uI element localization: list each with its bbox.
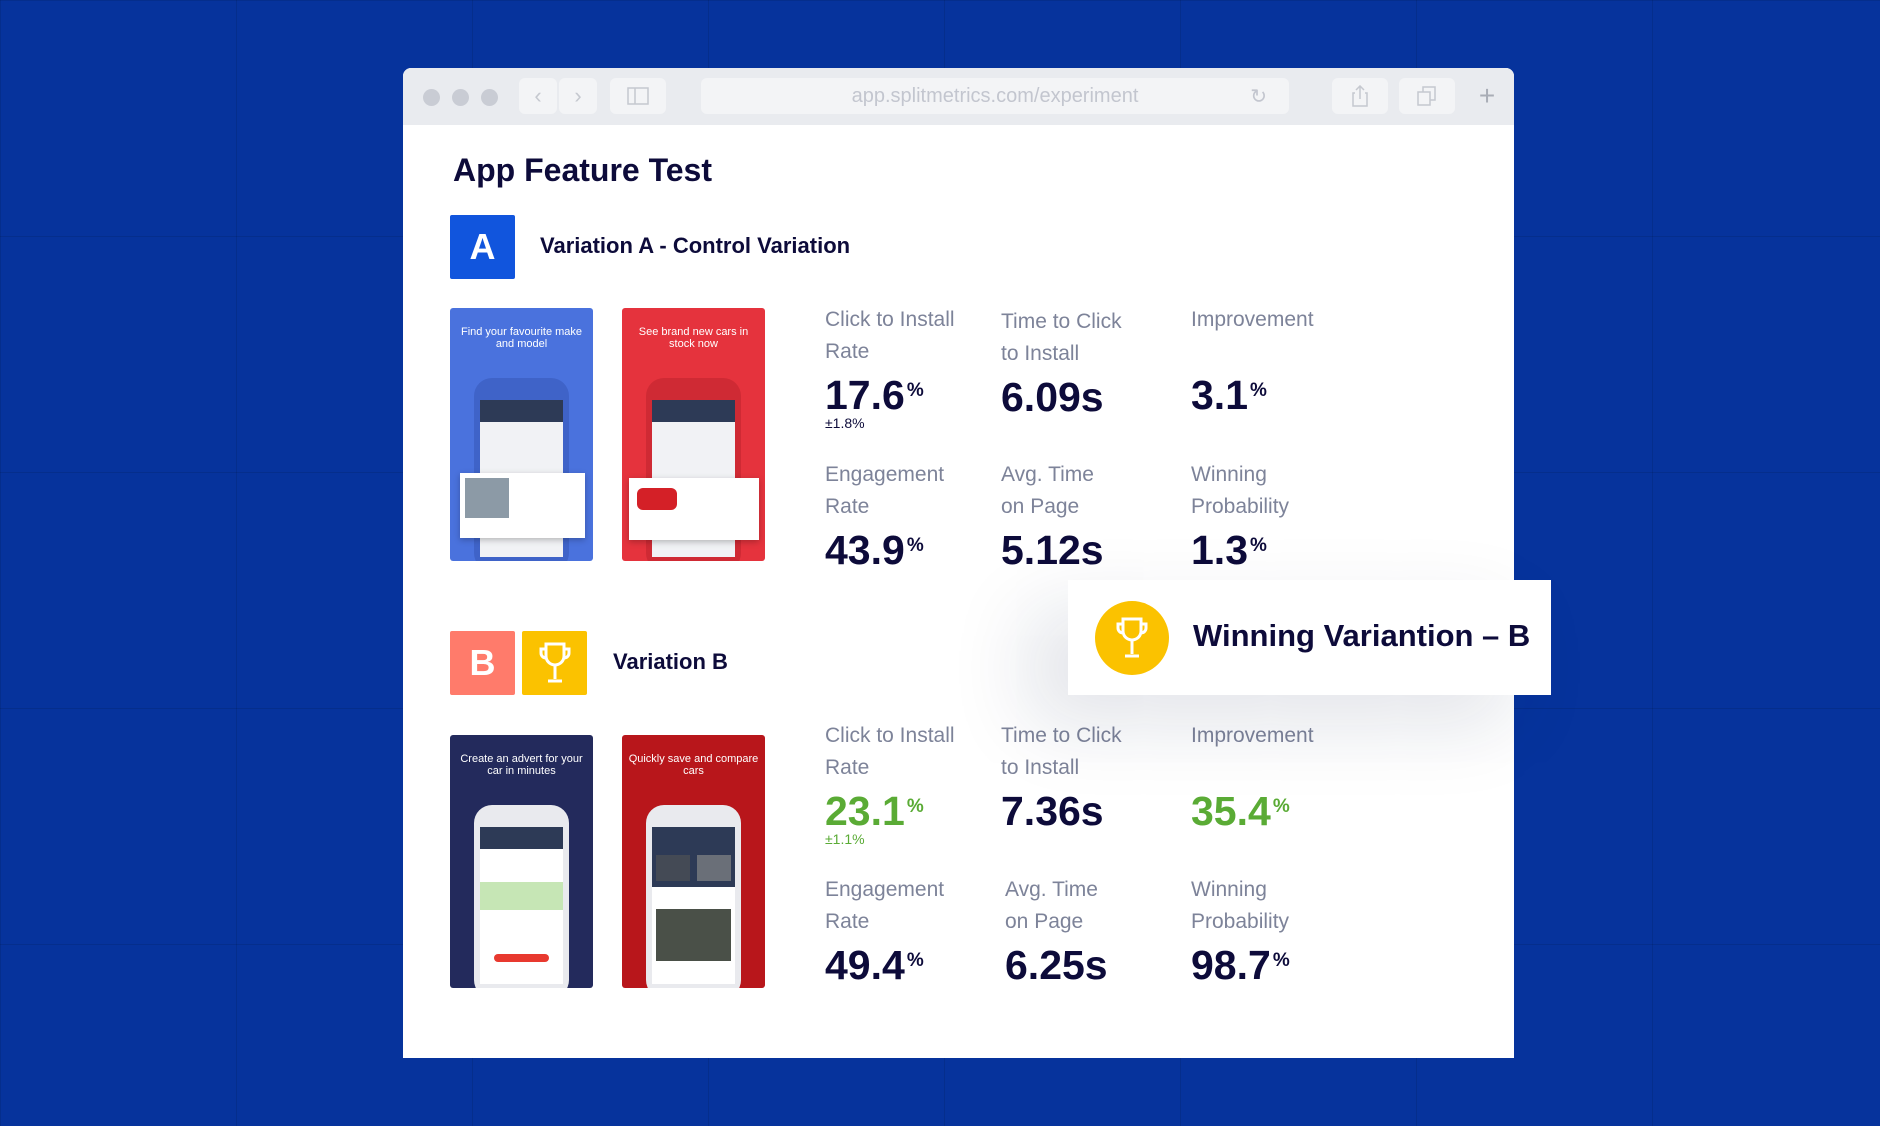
browser-window: ‹ › app.splitmetrics.com/experiment ↻ + … — [403, 68, 1514, 1058]
chevron-right-icon: › — [574, 83, 582, 108]
forward-button[interactable]: › — [559, 78, 597, 114]
phone-mockup — [646, 805, 741, 988]
metric-avg-time-on-page-a: Avg. Time on Page 5.12s — [1001, 463, 1104, 573]
variation-b-badge: B — [450, 631, 515, 695]
tabs-icon — [1417, 86, 1436, 106]
metric-winning-probability-a: Winning Probability 1.3% — [1191, 463, 1290, 573]
url-text: app.splitmetrics.com/experiment — [851, 85, 1139, 107]
screenshot-caption: Create an advert for your car in minutes — [460, 753, 583, 777]
variation-a-label: Variation A - Control Variation — [540, 233, 851, 258]
screenshot-caption: Find your favourite make and model — [460, 326, 583, 350]
metric-winning-probability-b: Winning Probability 98.7% — [1191, 878, 1290, 988]
error-margin: ±1.8% — [825, 415, 865, 431]
screenshot-b-1[interactable]: Create an advert for your car in minutes — [450, 735, 593, 988]
close-window-button[interactable] — [423, 89, 440, 106]
share-button[interactable] — [1332, 78, 1388, 114]
listing-card — [460, 473, 585, 538]
page-title: App Feature Test — [453, 152, 712, 188]
sidebar-icon — [627, 87, 649, 105]
metric-time-to-click-a: Time to Click to Install 6.09s — [1001, 310, 1122, 420]
trophy-circle — [1095, 601, 1169, 675]
address-bar[interactable]: app.splitmetrics.com/experiment ↻ — [701, 78, 1289, 114]
error-margin: ±1.1% — [825, 831, 865, 847]
metric-time-to-click-b: Time to Click to Install 7.36s — [1001, 724, 1122, 834]
maximize-window-button[interactable] — [481, 89, 498, 106]
trophy-icon — [539, 642, 570, 683]
screenshot-caption: See brand new cars in stock now — [638, 326, 749, 350]
screenshot-a-1[interactable]: Find your favourite make and model — [450, 308, 593, 561]
listing-card — [629, 478, 759, 540]
trophy-icon — [1116, 617, 1148, 658]
tabs-button[interactable] — [1399, 78, 1455, 114]
metric-engagement-rate-b: Engagement Rate 49.4% — [825, 878, 945, 988]
screenshot-a-2[interactable]: See brand new cars in stock now — [622, 308, 765, 561]
phone-mockup — [474, 805, 569, 988]
chevron-left-icon: ‹ — [534, 83, 542, 108]
trophy-badge — [522, 631, 587, 695]
new-tab-button[interactable]: + — [1469, 78, 1505, 114]
reload-icon[interactable]: ↻ — [1250, 86, 1267, 108]
variation-b-label: Variation B — [613, 649, 728, 674]
variation-a-badge: A — [450, 215, 515, 279]
sidebar-button[interactable] — [610, 78, 666, 114]
browser-toolbar: ‹ › app.splitmetrics.com/experiment ↻ + — [403, 68, 1514, 125]
metric-click-to-install-rate-a: Click to Install Rate 17.6% ±1.8% — [825, 304, 995, 431]
screenshot-caption: Quickly save and compare cars — [628, 753, 759, 777]
back-button[interactable]: ‹ — [519, 78, 557, 114]
metric-avg-time-on-page-b: Avg. Time on Page 6.25s — [1005, 878, 1108, 988]
metric-improvement-b: Improvement 35.4% — [1191, 724, 1314, 834]
minimize-window-button[interactable] — [452, 89, 469, 106]
screenshot-b-2[interactable]: Quickly save and compare cars — [622, 735, 765, 988]
metric-improvement-a: Improvement 3.1% — [1191, 308, 1314, 418]
share-icon — [1352, 85, 1368, 107]
plus-icon: + — [1478, 80, 1496, 111]
winning-variation-card: Winning Variantion – B — [1068, 580, 1551, 695]
metric-engagement-rate-a: Engagement Rate 43.9% — [825, 463, 945, 573]
metric-click-to-install-rate-b: Click to Install Rate 23.1% ±1.1% — [825, 720, 995, 847]
winning-variation-text: Winning Variantion – B — [1193, 618, 1531, 653]
